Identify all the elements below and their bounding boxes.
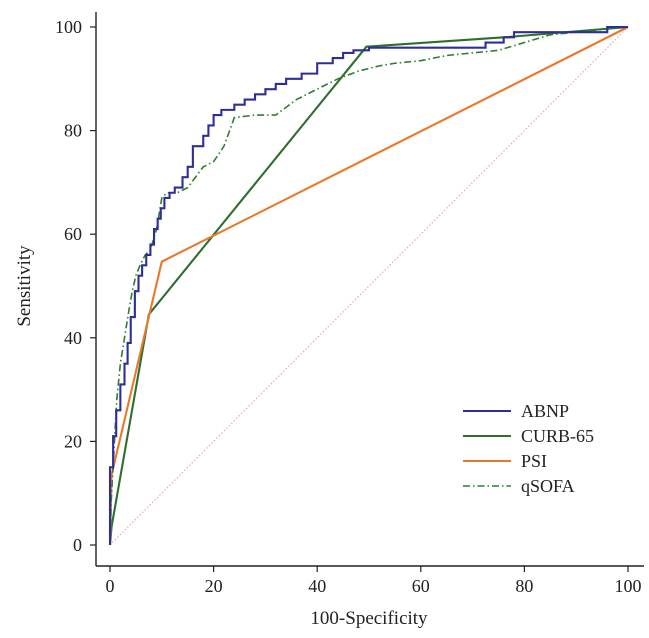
y-tick-label: 80 — [64, 121, 82, 141]
series-line-abnp — [108, 25, 628, 545]
x-tick-label: 20 — [205, 576, 223, 596]
legend-label-psi: PSI — [521, 451, 547, 471]
axes — [95, 12, 644, 567]
x-tick-label: 100 — [615, 576, 642, 596]
y-tick-label: 20 — [64, 431, 82, 451]
series-layer — [108, 25, 629, 546]
tick-layer: 0 20 40 60 80 100 0 20 40 60 80 100 — [55, 17, 642, 596]
y-tick-label: 0 — [73, 535, 82, 555]
y-axis-title: Sensitivity — [14, 245, 35, 327]
y-tick-label: 40 — [64, 328, 82, 348]
legend-label-qsofa: qSOFA — [521, 476, 575, 496]
y-tick-label: 100 — [55, 17, 82, 37]
x-tick-label: 40 — [308, 576, 326, 596]
reference-diagonal-layer — [109, 26, 629, 546]
legend-label-abnp: ABNP — [521, 401, 569, 421]
y-tick-label: 60 — [64, 224, 82, 244]
reference-diagonal — [109, 26, 629, 546]
series-line-qsofa — [109, 26, 629, 546]
legend-label-curb-65: CURB-65 — [521, 426, 594, 446]
x-tick-label: 0 — [106, 576, 115, 596]
x-tick-label: 80 — [515, 576, 533, 596]
x-axis-title: 100-Specificity — [310, 608, 428, 629]
x-tick-label: 60 — [412, 576, 430, 596]
legend: ABNP CURB-65 PSI qSOFA — [463, 401, 594, 496]
